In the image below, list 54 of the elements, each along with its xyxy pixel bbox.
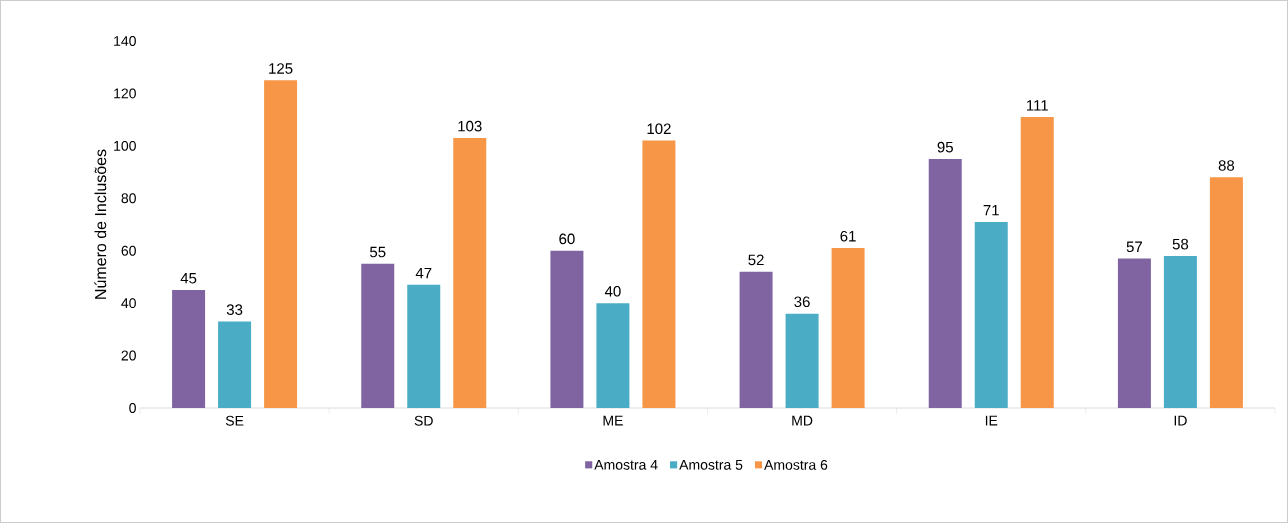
bar [596,303,630,408]
x-tick-label: IE [985,415,998,426]
data-label: 57 [1126,241,1142,253]
y-tick-label: 140 [114,36,136,46]
y-tick-label: 0 [129,403,136,413]
bar [550,250,584,408]
data-label: 103 [458,120,482,132]
data-label: 55 [370,246,386,258]
y-tick-label: 60 [121,245,136,256]
data-label: 60 [559,233,575,245]
x-tick-label: MD [792,415,813,426]
bar [831,248,865,408]
bar [453,137,487,408]
bar [1163,255,1197,408]
data-label: 125 [269,63,293,74]
bar [974,221,1008,408]
bar [1209,177,1243,408]
y-tick-label: 40 [121,298,136,309]
bar [361,263,395,408]
data-label: 71 [983,205,999,216]
bar [739,271,773,408]
bar [785,313,819,408]
y-tick-label: 120 [114,88,136,99]
y-tick-label: 20 [121,350,136,361]
legend-label: Amostra 5 [679,459,743,470]
data-label: 95 [937,141,953,153]
data-label: 45 [180,273,197,284]
data-label: 33 [226,304,243,315]
y-axis-title: Número de Inclusões [94,149,107,299]
data-label: 36 [794,296,810,308]
data-label: 52 [748,254,764,266]
bar [1117,258,1151,408]
data-label: 88 [1218,160,1235,171]
x-tick-label: SE [225,415,244,426]
bar [1020,117,1054,408]
bar [172,290,206,408]
x-tick-label: ID [1174,415,1187,426]
bar [407,284,441,408]
data-label: 61 [840,230,856,242]
y-tick-label: 100 [114,140,136,151]
data-label: 58 [1172,238,1189,250]
legend-label: Amostra 6 [764,459,828,470]
data-label: 40 [604,285,621,297]
bar [218,321,252,408]
data-label: 102 [647,123,671,135]
data-label: 111 [1026,100,1048,111]
bar [928,158,962,408]
bar [264,80,298,408]
x-tick-label: ME [603,415,623,426]
x-tick-label: SD [414,415,433,426]
bar [642,140,676,408]
data-label: 47 [415,267,432,279]
legend-label: Amostra 4 [594,459,658,470]
y-tick-label: 80 [121,193,136,204]
